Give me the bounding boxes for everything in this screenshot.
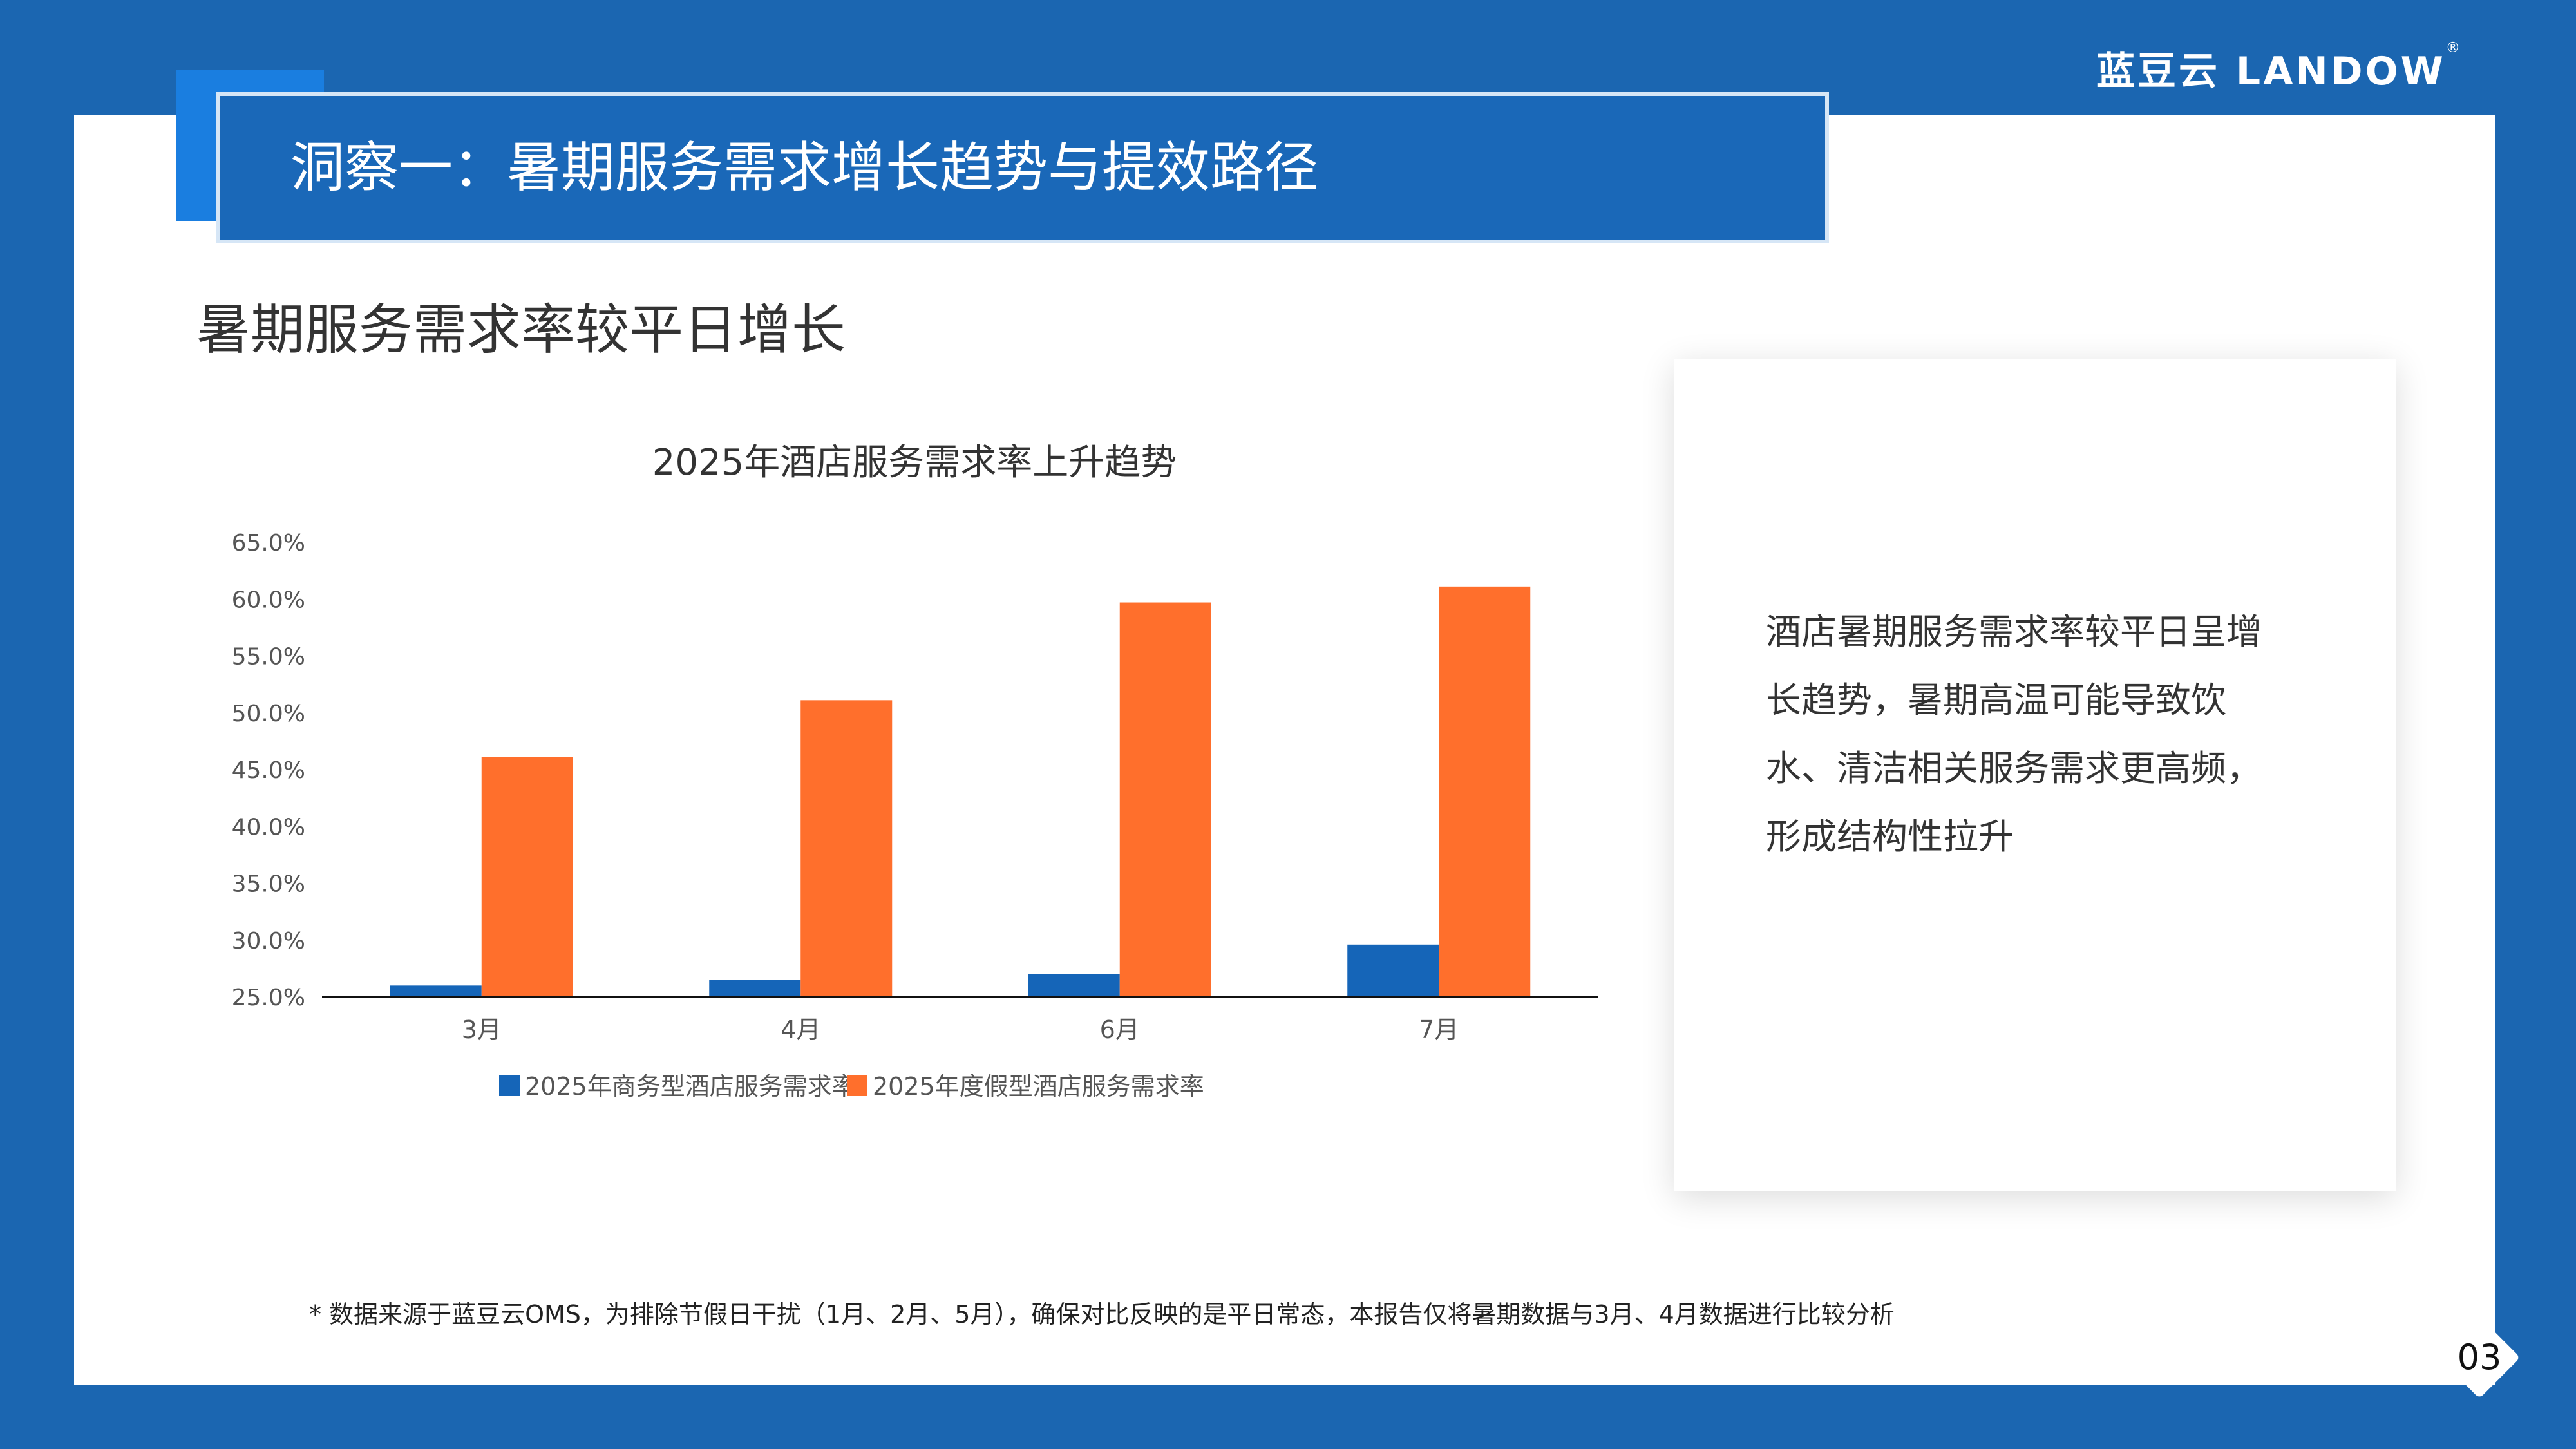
x-tick-label: 6月 bbox=[1100, 1016, 1140, 1044]
x-tick-label: 4月 bbox=[781, 1016, 820, 1044]
y-tick-label: 50.0% bbox=[232, 701, 305, 727]
bar-business-3 bbox=[1028, 974, 1120, 997]
bar-business-2 bbox=[709, 980, 801, 997]
insight-card: 酒店暑期服务需求率较平日呈增长趋势，暑期高温可能导致饮水、清洁相关服务需求更高频… bbox=[1674, 359, 2396, 1191]
bar-chart: 2025年酒店服务需求率上升趋势 65.0% 60.0% 55.0% 50.0% 45.… bbox=[232, 442, 1598, 1101]
y-tick-label: 40.0% bbox=[232, 814, 305, 840]
page-title: 洞察一：暑期服务需求增长趋势与提效路径 bbox=[290, 136, 1319, 199]
brand-logo: 蓝豆云 LANDOW® bbox=[2096, 40, 2463, 96]
legend-label: 2025年商务型酒店服务需求率 bbox=[525, 1072, 857, 1101]
section-title: 暑期服务需求率较平日增长 bbox=[196, 298, 846, 361]
bar-resort-4 bbox=[1439, 586, 1531, 997]
y-tick-label: 65.0% bbox=[232, 530, 305, 556]
chart-title: 2025年酒店服务需求率上升趋势 bbox=[652, 442, 1177, 484]
x-tick-label: 7月 bbox=[1419, 1016, 1459, 1044]
insight-text: 酒店暑期服务需求率较平日呈增长趋势，暑期高温可能导致饮水、清洁相关服务需求更高频… bbox=[1766, 611, 2262, 857]
x-tick-label: 3月 bbox=[462, 1016, 502, 1044]
y-tick-label: 25.0% bbox=[232, 985, 305, 1011]
y-tick-label: 45.0% bbox=[232, 757, 305, 784]
legend-label: 2025年度假型酒店服务需求率 bbox=[873, 1072, 1204, 1101]
y-axis-ticks: 65.0% 60.0% 55.0% 50.0% 45.0% 40.0% 35.0% 30.0%… bbox=[232, 530, 305, 1011]
brand-name-en: LANDOW bbox=[2235, 49, 2446, 94]
legend-swatch bbox=[499, 1075, 520, 1096]
brand-name-cn: 蓝豆云 bbox=[2096, 49, 2220, 94]
title-banner: 洞察一：暑期服务需求增长趋势与提效路径 bbox=[216, 92, 1829, 243]
page-number: 03 bbox=[2457, 1337, 2502, 1378]
y-tick-label: 30.0% bbox=[232, 928, 305, 954]
chart-legend: 2025年商务型酒店服务需求率 2025年度假型酒店服务需求率 bbox=[499, 1072, 1204, 1101]
bar-resort-2 bbox=[800, 700, 893, 997]
bar-resort-1 bbox=[481, 757, 573, 997]
y-tick-label: 35.0% bbox=[232, 871, 305, 898]
y-tick-label: 55.0% bbox=[232, 644, 305, 670]
registered-mark: ® bbox=[2445, 40, 2463, 56]
y-tick-label: 60.0% bbox=[232, 587, 305, 613]
legend-swatch bbox=[847, 1075, 867, 1096]
x-axis-ticks: 3月 4月 6月 7月 bbox=[462, 1016, 1459, 1044]
footnote: * 数据来源于蓝豆云OMS，为排除节假日干扰（1月、2月、5月），确保对比反映的… bbox=[309, 1300, 1895, 1329]
bar-resort-3 bbox=[1119, 602, 1211, 997]
bar-business-4 bbox=[1347, 944, 1439, 997]
bar-business-1 bbox=[390, 985, 482, 997]
bars bbox=[390, 586, 1531, 997]
